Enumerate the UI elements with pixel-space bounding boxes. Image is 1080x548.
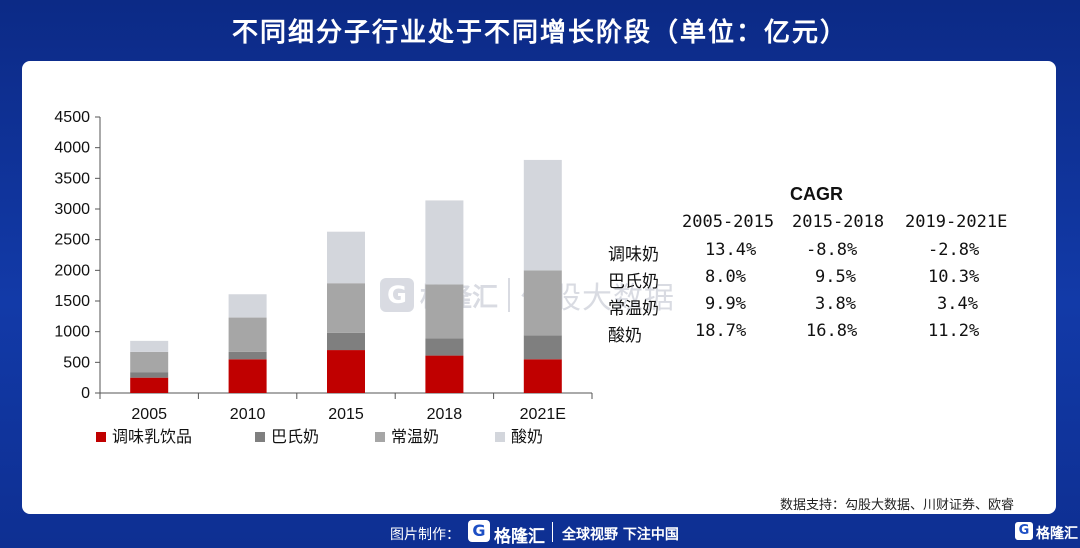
- y-tick-label: 2500: [54, 232, 90, 249]
- legend-swatch: [255, 432, 265, 442]
- legend-label: 常温奶: [391, 428, 439, 446]
- x-tick-label: 2015: [328, 406, 364, 423]
- bar-segment: [130, 340, 169, 352]
- legend-label: 巴氏奶: [271, 428, 319, 446]
- legend-label: 调味乳饮品: [112, 428, 192, 446]
- y-tick-label: 3500: [54, 170, 90, 187]
- bar-segment: [130, 377, 169, 393]
- brand-logo-right-icon: G: [1015, 522, 1033, 540]
- footer-made-label: 图片制作：: [390, 527, 460, 543]
- legend-label: 酸奶: [511, 428, 543, 446]
- x-tick-label: 2021E: [520, 406, 566, 423]
- y-tick-label: 4000: [54, 140, 90, 157]
- bar-segment: [523, 159, 562, 271]
- bar-segment: [425, 338, 464, 356]
- x-tick-label: 2010: [230, 406, 266, 423]
- bar-segment: [228, 294, 267, 318]
- y-tick-label: 1500: [54, 293, 90, 310]
- bar-segment: [523, 270, 562, 336]
- y-tick-label: 500: [63, 354, 90, 371]
- bar-segment: [327, 231, 365, 284]
- y-tick-label: 4500: [54, 109, 90, 126]
- bar-segment: [425, 284, 464, 339]
- x-tick-label: 2018: [427, 406, 463, 423]
- bar-segment: [228, 317, 267, 352]
- bar-segment: [425, 200, 464, 285]
- bar-segment: [130, 372, 169, 378]
- page-title: 不同细分子行业处于不同增长阶段（单位：亿元）: [231, 18, 848, 48]
- footer-brand-right: 格隆汇: [1036, 526, 1078, 542]
- legend-swatch: [495, 432, 505, 442]
- footer-slogan: 全球视野 下注中国: [562, 527, 679, 543]
- bar-segment: [228, 351, 267, 360]
- brand-logo-icon: G: [468, 520, 490, 542]
- y-tick-label: 0: [81, 385, 90, 402]
- legend-swatch: [375, 432, 385, 442]
- legend-swatch: [96, 432, 106, 442]
- bar-segment: [228, 359, 267, 393]
- bar-segment: [327, 283, 365, 333]
- footer-bar: 图片制作： G 格隆汇 全球视野 下注中国 G 格隆汇: [0, 515, 1080, 548]
- bar-segment: [523, 359, 562, 393]
- bar-segment: [425, 355, 464, 393]
- footer-brand: 格隆汇: [494, 527, 545, 547]
- y-tick-label: 3000: [54, 201, 90, 218]
- x-tick-label: 2005: [131, 406, 167, 423]
- y-tick-label: 2000: [54, 262, 90, 279]
- footer-separator: [552, 522, 553, 542]
- bar-segment: [523, 335, 562, 360]
- bar-segment: [327, 332, 365, 351]
- bar-segment: [327, 350, 365, 393]
- bar-segment: [130, 351, 169, 373]
- data-source: 数据支持：勾股大数据、川财证券、欧睿: [780, 498, 1015, 513]
- y-tick-label: 1000: [54, 324, 90, 341]
